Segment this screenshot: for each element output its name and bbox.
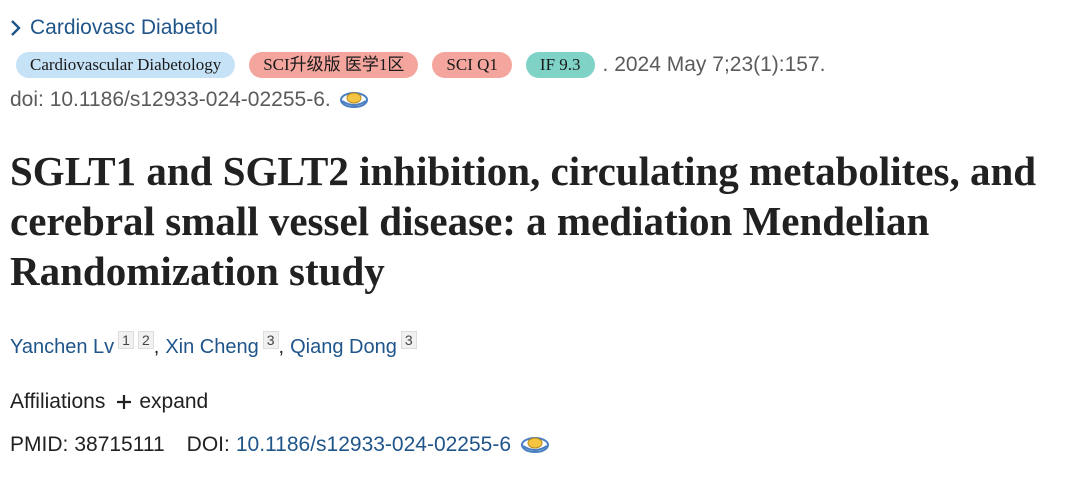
author-name[interactable]: Yanchen Lv: [10, 336, 115, 358]
author-separator: ,: [153, 336, 160, 358]
badge[interactable]: SCI Q1: [432, 52, 512, 78]
viewer-icon[interactable]: [519, 434, 551, 456]
chevron-icon: [11, 20, 21, 36]
author-name[interactable]: Qiang Dong: [290, 336, 397, 358]
doi-row: doi: 10.1186/s12933-024-02255-6.: [10, 88, 369, 112]
affiliation-ref[interactable]: 3: [262, 331, 279, 349]
pmid-label: PMID:: [10, 433, 69, 456]
journal-link[interactable]: Cardiovasc Diabetol: [30, 16, 218, 39]
affiliation-ref[interactable]: 1: [118, 331, 134, 349]
author-separator: ,: [278, 336, 285, 358]
article-title: SGLT1 and SGLT2 inhibition, circulating …: [10, 148, 1037, 294]
journal-row: Cardiovasc Diabetol: [10, 16, 218, 40]
badge[interactable]: IF 9.3: [525, 52, 595, 78]
author-name[interactable]: Xin Cheng: [165, 336, 259, 358]
affiliations-label: Affiliations: [10, 390, 106, 413]
expand-text: expand: [139, 390, 209, 413]
citation: . 2024 May 7;23(1):157.: [602, 53, 826, 76]
badge-row: Cardiovascular Diabetology SCI升级版 医学1区 S…: [16, 52, 826, 78]
pmid: 38715111: [74, 433, 165, 456]
doi-label: DOI:: [186, 433, 230, 456]
doi-text: doi: 10.1186/s12933-024-02255-6.: [10, 88, 331, 111]
viewer-icon[interactable]: [339, 89, 369, 111]
affiliation-ref[interactable]: 2: [137, 331, 154, 349]
expand-button[interactable]: expand: [115, 390, 208, 414]
badge[interactable]: Cardiovascular Diabetology: [16, 52, 236, 78]
author-list: Yanchen Lv 1 2, Xin Cheng 3, Qiang Dong 3: [10, 331, 417, 359]
id-row: PMID: 38715111 DOI: 10.1186/s12933-024-0…: [10, 433, 551, 457]
plus-icon: [117, 395, 132, 409]
badge[interactable]: SCI升级版 医学1区: [249, 52, 419, 78]
affiliation-ref[interactable]: 3: [400, 331, 417, 349]
affiliations-row: Affiliations expand: [10, 390, 208, 414]
doi-link[interactable]: 10.1186/s12933-024-02255-6: [235, 433, 512, 456]
